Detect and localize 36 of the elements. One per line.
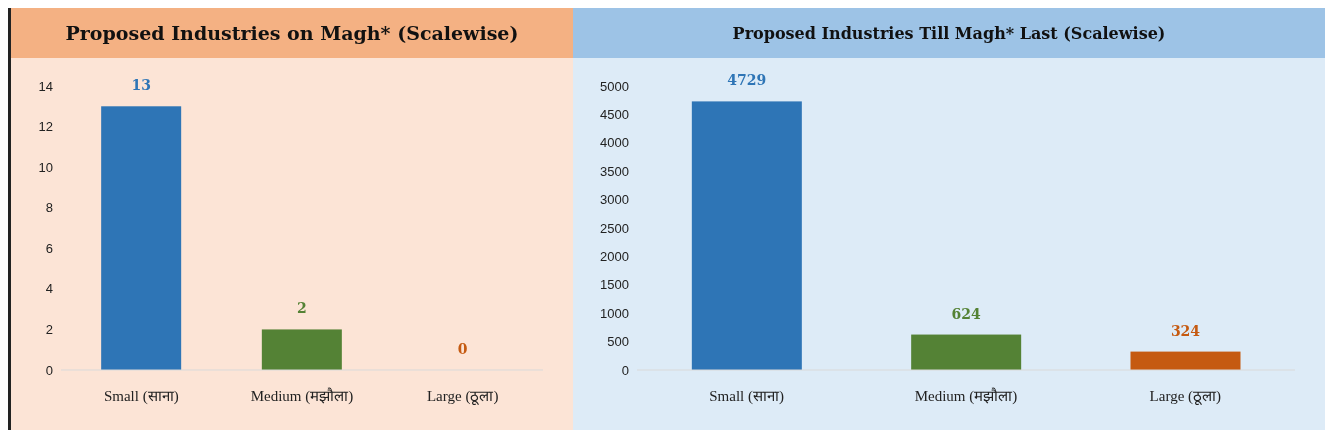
y-tick-label: 4000 <box>600 135 629 151</box>
y-tick-label: 14 <box>38 78 53 94</box>
y-tick-label: 1000 <box>600 305 629 321</box>
y-tick-label: 3500 <box>600 163 629 179</box>
y-tick-label: 1500 <box>600 277 629 293</box>
chart-title: Proposed Industries Till Magh* Last (Scalewise) <box>573 8 1325 58</box>
y-tick-label: 8 <box>45 200 53 216</box>
y-tick-label: 2 <box>45 322 53 338</box>
x-tick-label: Large (ठूला) <box>1149 387 1222 406</box>
bar <box>691 101 802 370</box>
y-tick-label: 4500 <box>600 107 629 123</box>
data-label: 2 <box>296 300 307 317</box>
y-tick-label: 10 <box>38 159 53 175</box>
y-tick-label: 500 <box>607 334 629 350</box>
data-label: 624 <box>951 305 982 322</box>
x-tick-label: Medium (मझौला) <box>914 386 1018 405</box>
y-tick-label: 3000 <box>600 192 629 208</box>
y-tick-label: 12 <box>38 119 53 135</box>
data-label: 324 <box>1170 322 1201 339</box>
y-tick-label: 0 <box>621 362 629 378</box>
y-tick-label: 0 <box>45 362 53 378</box>
y-tick-label: 2500 <box>600 220 629 236</box>
y-tick-label: 6 <box>45 240 53 256</box>
chart-title: Proposed Industries on Magh* (Scalewise) <box>11 8 573 58</box>
y-tick-label: 5000 <box>600 78 629 94</box>
x-tick-label: Medium (मझौला) <box>250 386 354 405</box>
data-label: 13 <box>131 77 151 94</box>
y-tick-label: 4 <box>45 281 53 297</box>
data-label: 0 <box>457 341 468 357</box>
data-label: 4729 <box>727 72 767 89</box>
x-tick-label: Small (साना) <box>103 387 179 405</box>
y-tick-label: 2000 <box>600 249 629 265</box>
bar <box>911 334 1022 370</box>
x-tick-label: Small (साना) <box>709 387 785 405</box>
bar <box>1130 351 1241 370</box>
x-tick-label: Large (ठूला) <box>426 387 499 406</box>
